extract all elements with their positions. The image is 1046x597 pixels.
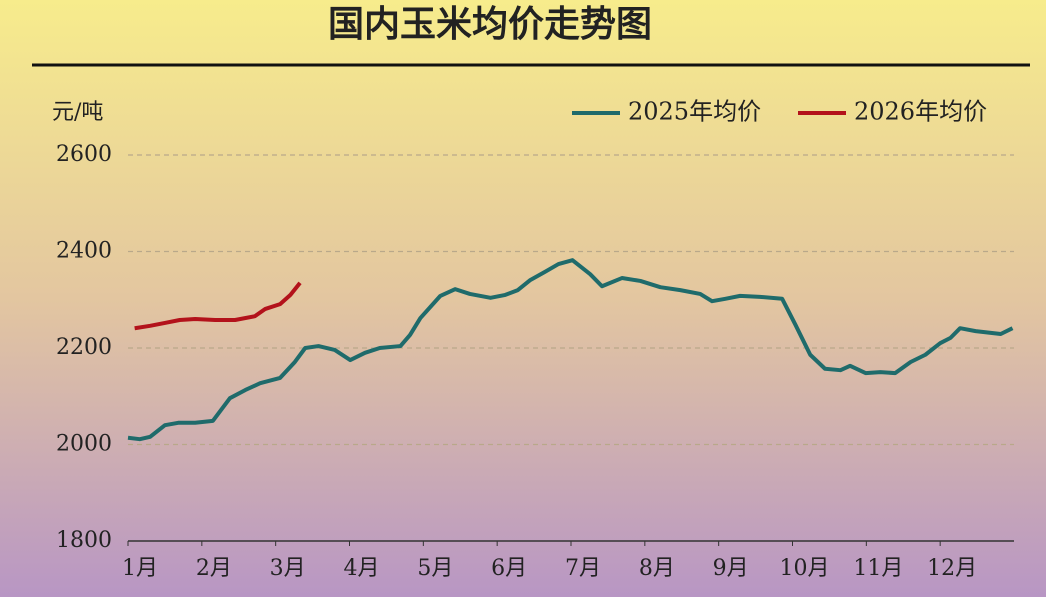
y-tick-label: 1800	[56, 528, 112, 553]
x-tick-label: 9月	[713, 556, 749, 581]
x-tick-label: 11月	[853, 556, 903, 581]
x-tick-label: 4月	[344, 556, 380, 581]
y-axis-label: 元/吨	[52, 100, 103, 125]
legend-label: 2026年均价	[854, 98, 987, 126]
y-tick-label: 2400	[56, 239, 112, 264]
x-tick-label: 2月	[196, 556, 232, 581]
x-tick-label: 5月	[417, 556, 453, 581]
legend-label: 2025年均价	[628, 98, 761, 126]
x-tick-label: 8月	[639, 556, 675, 581]
y-tick-label: 2600	[56, 142, 112, 167]
x-tick-label: 6月	[491, 556, 527, 581]
x-tick-label: 12月	[927, 556, 977, 581]
line-series	[134, 281, 302, 331]
x-tick-label: 1月	[122, 556, 158, 581]
line-series	[127, 258, 1014, 442]
y-tick-label: 2000	[56, 432, 112, 457]
x-tick-label: 10月	[780, 556, 830, 581]
x-tick-label: 3月	[270, 556, 306, 581]
y-tick-label: 2200	[56, 335, 112, 360]
x-tick-label: 7月	[565, 556, 601, 581]
chart-title: 国内玉米均价走势图	[328, 4, 652, 45]
